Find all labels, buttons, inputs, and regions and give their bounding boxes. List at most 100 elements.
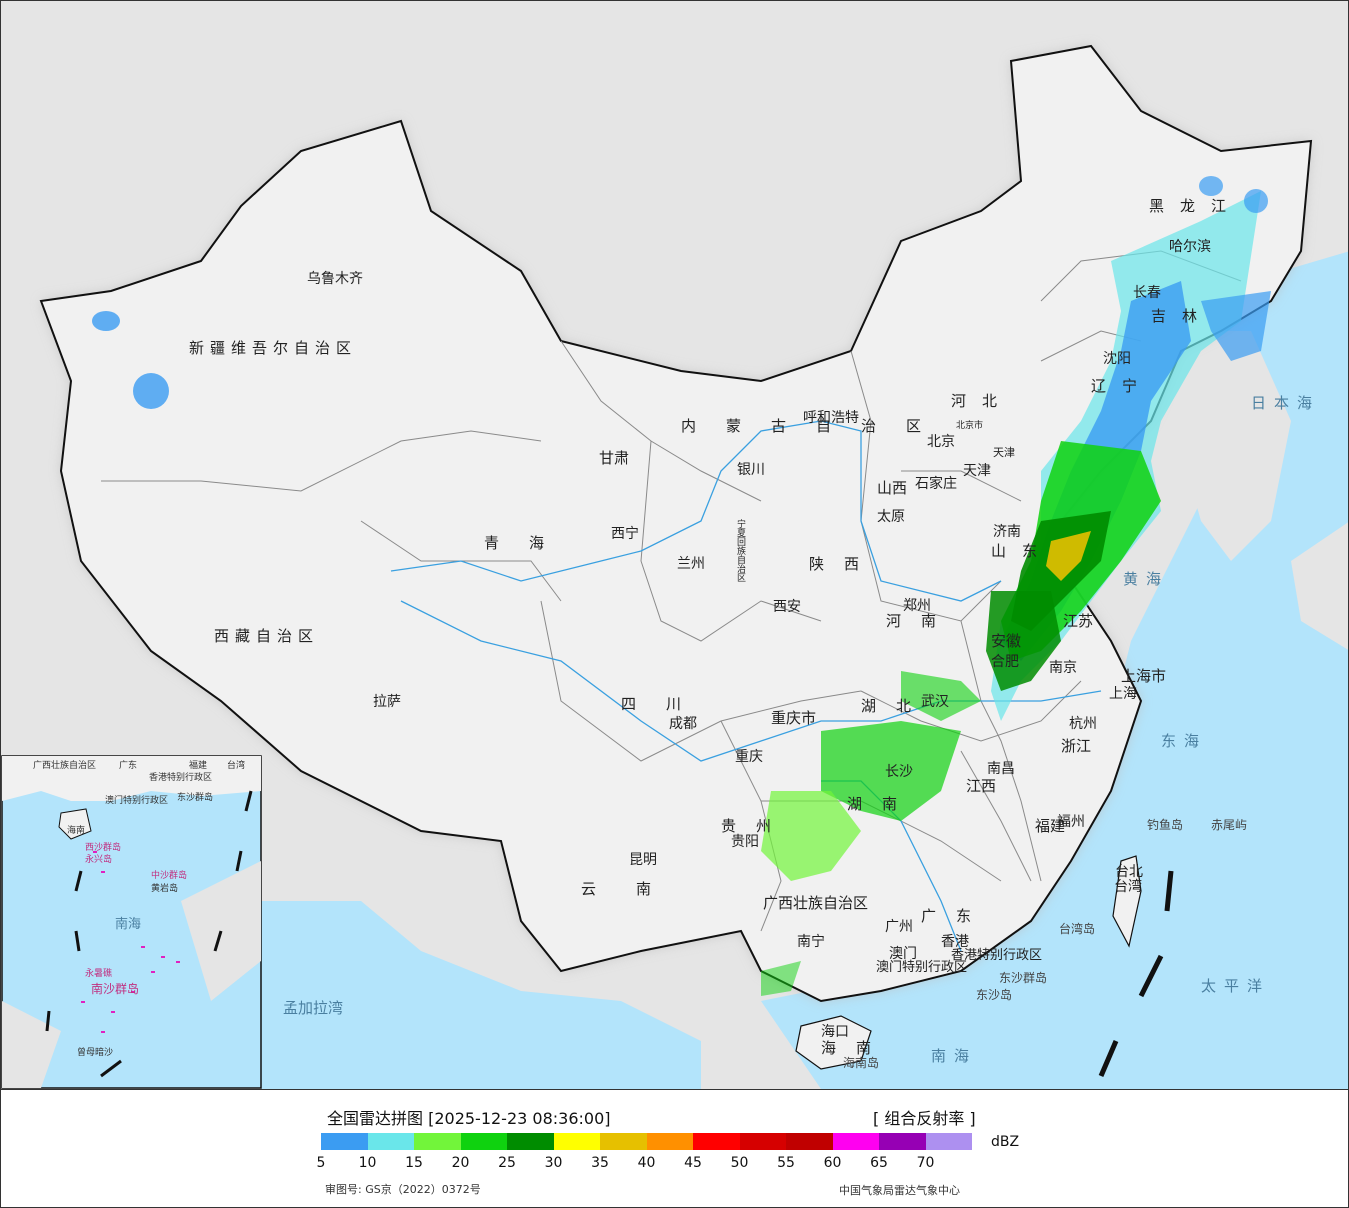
inset-label: 南沙群岛 <box>91 981 139 996</box>
sea-label: 东海 <box>1161 733 1207 750</box>
color-scale-tick: 20 <box>451 1155 470 1171</box>
region-label: 宁夏回族自治区 <box>736 518 746 582</box>
city-label: 哈尔滨 <box>1169 238 1211 254</box>
inset-label: 海南 <box>67 824 85 835</box>
inset-label: 南海 <box>115 916 141 931</box>
city-label: 海口 <box>821 1023 849 1039</box>
city-label: 拉萨 <box>373 693 401 709</box>
city-label: 香港 <box>941 933 969 949</box>
color-scale-tick: 25 <box>498 1155 516 1171</box>
color-swatch <box>460 1133 507 1150</box>
color-swatch <box>600 1133 647 1150</box>
region-label: 台湾 <box>1114 878 1142 894</box>
city-label: 广州 <box>885 918 913 934</box>
color-swatch <box>739 1133 786 1150</box>
color-scale-tick: 35 <box>591 1155 609 1171</box>
color-scale-tick: 60 <box>823 1155 842 1171</box>
color-scale-tick: 50 <box>730 1155 749 1171</box>
region-label: 河南 <box>886 613 956 630</box>
inset-label: 澳门特别行政区 <box>105 794 168 805</box>
sea-label: 南海 <box>931 1048 977 1065</box>
region-label: 江西 <box>966 778 996 795</box>
region-label: 浙江 <box>1061 738 1091 755</box>
inset-label: 曾母暗沙 <box>77 1046 113 1057</box>
city-label: 成都 <box>669 715 697 731</box>
island-label: 赤尾屿 <box>1211 818 1247 832</box>
sea-label: 日本海 <box>1251 395 1320 412</box>
city-label: 昆明 <box>629 851 657 867</box>
region-label: 湖北 <box>861 698 931 715</box>
map-labels: 新疆维吾尔自治区 西藏自治区 青海 甘肃 内蒙古自治区 黑龙江 吉林 辽宁 河北… <box>33 198 1320 1070</box>
city-label: 合肥 <box>991 653 1019 669</box>
inset-label: 西沙群岛 <box>85 841 121 852</box>
city-label: 太原 <box>877 508 905 524</box>
inset-label: 广东 <box>119 759 137 770</box>
city-label: 上海 <box>1109 685 1137 701</box>
map-title: 全国雷达拼图 [2025-12-23 08:36:00] <box>327 1109 611 1128</box>
inset-label: 永兴岛 <box>85 853 112 864</box>
city-label: 天津 <box>963 462 991 478</box>
region-label: 湖南 <box>847 796 917 813</box>
region-label: 贵州 <box>721 818 791 835</box>
city-label: 石家庄 <box>915 475 957 491</box>
region-label: 广西壮族自治区 <box>763 895 868 912</box>
island-label: 东沙群岛 <box>999 970 1047 985</box>
region-label: 黑龙江 <box>1149 198 1242 215</box>
region-label: 甘肃 <box>599 450 629 467</box>
region-label: 天津 <box>993 446 1015 459</box>
city-label: 南昌 <box>987 760 1015 776</box>
color-scale-tick: 15 <box>405 1155 423 1171</box>
inset-label: 台湾 <box>227 759 245 770</box>
region-label: 云南 <box>581 881 691 898</box>
city-label: 西安 <box>773 598 801 614</box>
color-swatch <box>367 1133 414 1150</box>
color-swatch <box>553 1133 600 1150</box>
radar-map: 新疆维吾尔自治区 西藏自治区 青海 甘肃 内蒙古自治区 黑龙江 吉林 辽宁 河北… <box>1 1 1348 1089</box>
color-scale-tick: 70 <box>916 1155 935 1171</box>
region-label: 上海市 <box>1121 668 1166 685</box>
region-label: 河北 <box>951 393 1013 410</box>
unit-label: dBZ <box>991 1134 1020 1150</box>
color-scale-tick: 10 <box>358 1155 377 1171</box>
city-label: 澳门 <box>889 945 917 961</box>
island-label: 东沙岛 <box>976 987 1012 1002</box>
city-label: 福州 <box>1057 813 1085 829</box>
city-label: 重庆 <box>735 748 763 764</box>
inset-label: 永暑礁 <box>85 967 112 978</box>
inset-label: 广西壮族自治区 <box>33 759 96 770</box>
city-label: 银川 <box>737 461 765 477</box>
color-swatch <box>832 1133 879 1150</box>
city-label: 济南 <box>993 523 1021 539</box>
taiwan-island <box>1112 855 1142 948</box>
approval-number: 审图号: GS京（2022）0372号 <box>325 1183 481 1196</box>
city-label: 呼和浩特 <box>803 409 859 425</box>
color-scale-tick: 45 <box>684 1155 702 1171</box>
island-label: 海南岛 <box>843 1055 879 1070</box>
region-label: 吉林 <box>1151 308 1213 325</box>
city-label: 南宁 <box>797 933 825 949</box>
color-scale-tick: 40 <box>637 1155 656 1171</box>
sea-bengal <box>261 901 701 1089</box>
inset-label: 香港特别行政区 <box>149 771 212 782</box>
color-swatch <box>414 1133 461 1150</box>
south-china-sea-inset <box>1 755 262 1089</box>
region-label: 山东 <box>991 543 1053 560</box>
sea-label: 黄海 <box>1123 571 1169 588</box>
island-label: 台湾岛 <box>1059 921 1095 936</box>
inset-label: 福建 <box>189 759 207 770</box>
city-label: 郑州 <box>903 597 931 613</box>
color-swatch <box>693 1133 740 1150</box>
region-label: 广东 <box>921 908 991 925</box>
color-swatch <box>646 1133 693 1150</box>
radar-echoes <box>92 176 1271 996</box>
region-label: 江苏 <box>1063 613 1093 630</box>
city-label: 南京 <box>1049 659 1077 675</box>
region-label: 陕西 <box>809 556 879 573</box>
color-swatch <box>925 1133 972 1150</box>
city-label: 杭州 <box>1069 715 1097 731</box>
region-label: 辽宁 <box>1091 378 1153 395</box>
region-label: 青海 <box>484 535 574 552</box>
color-swatch <box>507 1133 554 1150</box>
city-label: 贵阳 <box>731 833 759 849</box>
